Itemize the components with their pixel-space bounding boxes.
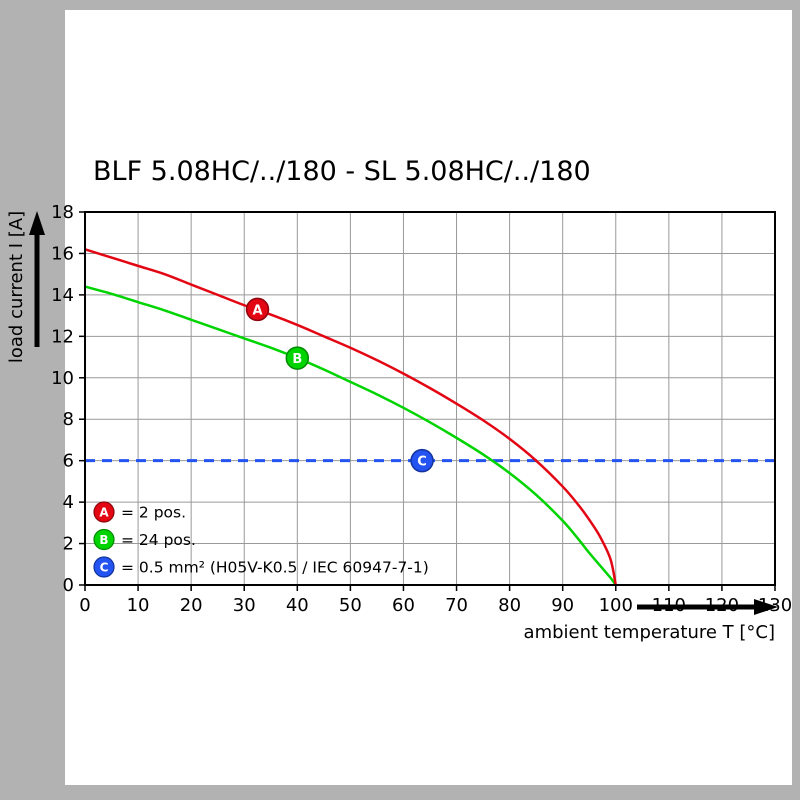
x-axis-title: ambient temperature T [°C] — [524, 622, 775, 643]
y-tick-label: 0 — [63, 575, 74, 596]
y-tick-label: 18 — [51, 202, 74, 223]
chart-title: BLF 5.08HC/../180 - SL 5.08HC/../180 — [93, 156, 591, 187]
y-tick-label: 10 — [51, 368, 74, 389]
y-tick-label: 2 — [63, 534, 74, 555]
series-A-curve — [84, 248, 617, 586]
y-tick-label: 16 — [51, 243, 74, 264]
y-axis-arrow-head — [29, 211, 45, 235]
x-tick-label: 90 — [551, 595, 574, 616]
x-tick-label: 60 — [392, 595, 415, 616]
legend-letter-C: C — [100, 561, 109, 575]
x-tick-label: 100 — [599, 595, 633, 616]
y-tick-label: 14 — [51, 285, 74, 306]
x-tick-label: 0 — [79, 595, 90, 616]
marker-C — [410, 448, 434, 473]
x-tick-label: 40 — [286, 595, 309, 616]
marker-A — [245, 297, 270, 322]
legend-label-C: = 0.5 mm² (H05V-K0.5 / IEC 60947-7-1) — [121, 559, 429, 577]
marker-A-letter: A — [252, 303, 262, 318]
chart-panel — [65, 10, 792, 785]
marker-B-letter: B — [292, 352, 302, 367]
x-tick-label: 10 — [127, 595, 150, 616]
legend-letter-B: B — [99, 533, 108, 547]
legend-letter-A: A — [99, 506, 109, 520]
y-tick-label: 6 — [63, 451, 74, 472]
x-tick-label: 50 — [339, 595, 362, 616]
x-tick-label: 70 — [445, 595, 468, 616]
legend-label-A: = 2 pos. — [121, 504, 186, 522]
y-tick-label: 12 — [51, 326, 74, 347]
x-axis-arrow-head — [754, 599, 778, 615]
legend-marker-B — [93, 528, 115, 551]
legend-label-B: = 24 pos. — [121, 531, 196, 549]
marker-C-letter: C — [417, 455, 427, 470]
y-axis-title: load current I [A] — [6, 211, 27, 363]
plot-border — [84, 211, 776, 586]
x-tick-label: 30 — [233, 595, 256, 616]
x-tick-label: 20 — [180, 595, 203, 616]
legend-marker-C — [93, 556, 115, 578]
marker-B — [285, 346, 310, 370]
series-B-curve — [84, 285, 617, 586]
y-tick-label: 8 — [63, 409, 74, 430]
y-tick-label: 4 — [63, 492, 74, 513]
x-tick-label: 80 — [498, 595, 521, 616]
legend-marker-A — [93, 501, 115, 523]
